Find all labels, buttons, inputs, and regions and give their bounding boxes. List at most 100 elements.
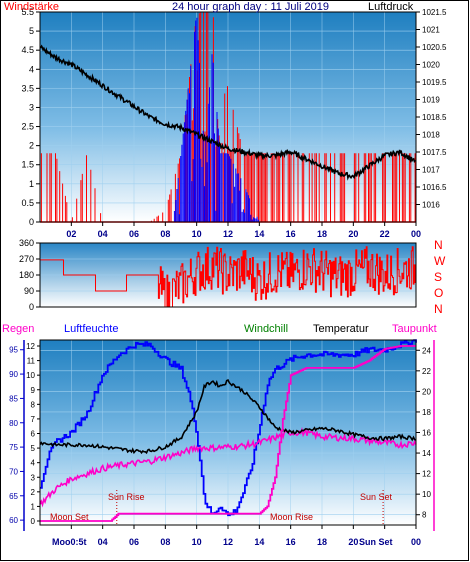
temperature-axis-ticks: 8 10 12 14 16 18 20 22 24 <box>416 340 435 531</box>
pressure-tick-label: 1019 <box>422 96 440 105</box>
hour-tick-label-bottom: 16 <box>286 537 296 547</box>
hour-tick-label-bottom: 20 <box>348 537 358 547</box>
rain-tick-label: 3 <box>31 473 36 482</box>
rain-tick-label: 12 <box>26 342 35 351</box>
hour-tick-label-bottom: 00 <box>411 537 421 547</box>
temperature-tick-label: 12 <box>422 470 431 479</box>
wind-tick-label: 0 <box>29 217 34 227</box>
pressure-tick-label: 1017.5 <box>422 148 447 157</box>
rain-tick-label: 0 <box>31 517 36 526</box>
hour-tick-label-bottom: 18 <box>317 537 327 547</box>
temperature-tick-label: 10 <box>422 490 431 499</box>
moonset-annotation: Moon Set <box>50 512 89 522</box>
direction-tick-label: 360 <box>19 238 34 248</box>
moonrise-annotation: Moon Rise <box>270 512 313 522</box>
direction-tick-label: 0 <box>29 302 34 312</box>
direction-tick-label: 180 <box>19 270 34 280</box>
temperature-tick-label: 8 <box>422 511 427 520</box>
hour-tick-label-bottom: 12 <box>223 537 233 547</box>
wind-gust-bars <box>173 17 259 222</box>
pressure-tick-label: 1016.5 <box>422 183 447 192</box>
temperature-tick-label: 16 <box>422 429 431 438</box>
wind-tick-label: 0.5 <box>21 198 34 208</box>
hour-tick-label: 22 <box>380 229 390 239</box>
temperature-tick-label: 14 <box>422 449 431 458</box>
wind-tick-label: 3 <box>29 102 34 112</box>
rain-tick-label: 8 <box>31 400 36 409</box>
moonset-bottom-label: Moo0:5t <box>52 537 87 547</box>
wind-direction-panel: 0 90 180 270 360 N W S O N <box>19 238 446 316</box>
pressure-tick-label: 1020 <box>422 61 440 70</box>
hour-tick-label: 08 <box>160 229 170 239</box>
compass-n-top: N <box>434 238 443 252</box>
compass-s: S <box>434 270 442 284</box>
sunset-annotation: Sun Set <box>360 492 393 502</box>
hour-tick-label: 12 <box>223 229 233 239</box>
rain-tick-label: 10 <box>26 371 35 380</box>
compass-n-bottom: N <box>434 302 443 316</box>
pressure-line <box>39 44 416 181</box>
rain-tick-label: 9 <box>31 386 36 395</box>
sunrise-annotation: Sun Rise <box>108 492 145 502</box>
compass-w: W <box>434 254 446 268</box>
wind-tick-label: 1 <box>29 179 34 189</box>
compass-labels: N W S O N <box>434 238 446 316</box>
hour-tick-label-bottom: 10 <box>192 537 202 547</box>
temperature-line <box>39 378 417 455</box>
hour-tick-label-bottom: 08 <box>160 537 170 547</box>
hour-tick-label: 14 <box>254 229 264 239</box>
humidity-tick-label: 65 <box>9 492 18 501</box>
hour-axis-ticks-bottom: 04 06 08 10 12 14 16 18 20 00 <box>70 525 421 547</box>
wind-graph-title: 24 hour graph day : 11 Juli 2019 <box>172 1 329 13</box>
direction-degree-ticks: 0 90 180 270 360 <box>19 238 40 312</box>
wind-tick-label: 3.5 <box>21 83 34 93</box>
wind-tick-label: 5.5 <box>21 7 34 17</box>
pressure-tick-label: 1021 <box>422 26 440 35</box>
pressure-tick-label: 1019.5 <box>422 78 447 87</box>
temperature-tick-label: 18 <box>422 408 431 417</box>
pressure-tick-label: 1017 <box>422 166 440 175</box>
hour-tick-label: 04 <box>98 229 108 239</box>
rain-tick-label: 1 <box>31 502 36 511</box>
hour-axis-ticks: 02 04 06 08 10 12 14 16 18 20 22 00 <box>66 222 421 239</box>
rain-tick-label: 2 <box>31 488 36 497</box>
wind-direction-line <box>40 246 417 308</box>
pressure-tick-label: 1021.5 <box>422 8 447 17</box>
wind-tick-label: 2.5 <box>21 122 34 132</box>
rain-tick-label: 11 <box>27 357 36 366</box>
humidity-legend: Luftfeuchte <box>64 323 118 335</box>
rain-tick-label: 4 <box>31 459 36 468</box>
hour-tick-label: 06 <box>129 229 139 239</box>
pressure-tick-label: 1018 <box>422 131 440 140</box>
wind-axis-label: Windstärke <box>4 1 59 13</box>
windchill-legend: Windchill <box>244 323 288 335</box>
direction-tick-label: 270 <box>19 254 34 264</box>
rain-tick-label: 6 <box>31 430 36 439</box>
wind-tick-label: 1.5 <box>21 160 34 170</box>
pressure-axis-label: Luftdruck <box>368 1 414 13</box>
dewpoint-line <box>39 427 417 508</box>
hour-tick-label: 18 <box>317 229 327 239</box>
humidity-tick-label: 70 <box>9 467 18 476</box>
wind-axis-ticks: 0 0.5 1 1.5 2 2.5 3 3.5 4 4.5 5 5.5 <box>21 7 40 227</box>
hour-tick-label: 16 <box>286 229 296 239</box>
compass-o: O <box>434 286 443 300</box>
pressure-tick-label: 1020.5 <box>422 43 447 52</box>
wind-tick-label: 2 <box>29 141 34 151</box>
dewpoint-legend: Taupunkt <box>392 323 437 335</box>
wind-tick-label: 4.5 <box>21 45 34 55</box>
direction-tick-label: 90 <box>24 286 34 296</box>
temperature-tick-label: 22 <box>422 367 431 376</box>
sunset-bottom-label: Sun Set <box>359 537 393 547</box>
temperature-tick-label: 20 <box>422 387 431 396</box>
rain-tick-label: 7 <box>31 415 36 424</box>
temperature-tick-label: 24 <box>422 346 431 355</box>
humidity-tick-label: 80 <box>9 419 18 428</box>
hour-tick-label: 10 <box>192 229 202 239</box>
humidity-axis-ticks: 60 65 70 75 80 85 90 95 <box>9 340 25 531</box>
hour-tick-label-bottom: 06 <box>129 537 139 547</box>
wind-tick-label: 4 <box>29 64 34 74</box>
hour-tick-label-bottom: 14 <box>254 537 264 547</box>
